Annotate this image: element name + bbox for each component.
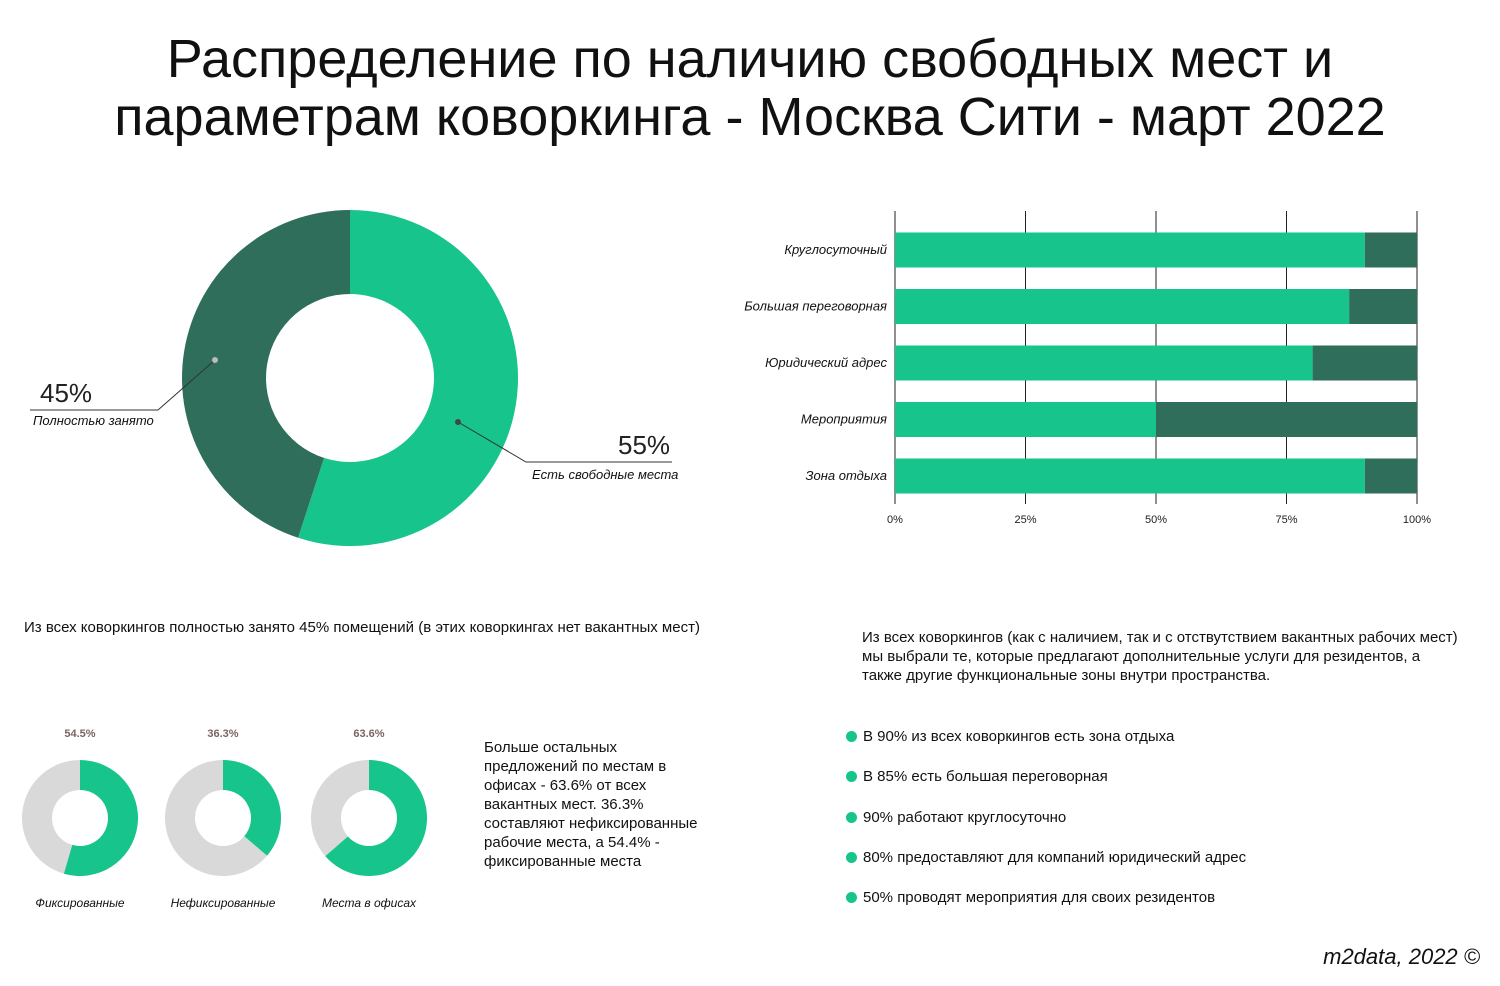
- bullet-dot-icon: [846, 892, 857, 904]
- bullet-text: 80% предоставляют для компаний юридическ…: [863, 848, 1247, 866]
- bar-segment: [895, 402, 1156, 437]
- occupied-value-label: 45%: [40, 378, 93, 408]
- mini-slice-share: [223, 760, 281, 856]
- occupied-leader-dot: [212, 357, 218, 363]
- mini-slice-share: [325, 760, 427, 876]
- bar-segment: [1349, 289, 1417, 324]
- bullet-item: 80% предоставляют для компаний юридическ…: [846, 848, 1246, 888]
- services-stacked-bar-chart: 0% 25% 50% 75% 100% Круглосуточный Большая пер…: [744, 211, 1431, 526]
- offices-note: Больше остальных предложений по местам в…: [484, 739, 698, 870]
- x-tick-label: 75%: [1275, 514, 1297, 526]
- bar-segment: [1312, 345, 1417, 381]
- occupied-slice-label: Полностью занято: [33, 413, 154, 428]
- mini-donut-fixed-chart: [21, 760, 138, 876]
- bullet-dot-icon: [846, 731, 857, 742]
- free-slice-label: Есть свободные места: [532, 467, 679, 482]
- x-tick-label: 50%: [1145, 514, 1167, 526]
- bar-segment: [1364, 232, 1417, 268]
- mini-donut-caption: Нефиксированные: [170, 896, 276, 910]
- category-label: Круглосуточный: [784, 242, 887, 257]
- page-title: Распределение по наличию свободных мест …: [0, 30, 1500, 146]
- mini-slice-share: [63, 760, 138, 876]
- bar-segment: [895, 345, 1313, 381]
- occupied-note: Из всех коворкингов полностью занято 45%…: [24, 619, 700, 636]
- availability-donut-chart: [30, 210, 672, 546]
- credit: m2data, 2022 ©: [1323, 944, 1480, 969]
- bullet-text: 90% работают круглосуточно: [863, 808, 1067, 826]
- mini-donut-nonfixed-chart: [165, 760, 281, 876]
- services-bullet-list: В 90% из всех коворкингов есть зона отды…: [846, 727, 1246, 928]
- mini-donut-offices-chart: [311, 760, 427, 876]
- mini-slice-rest: [311, 760, 369, 857]
- category-label: Зона отдыха: [806, 468, 887, 483]
- bullet-item: В 90% из всех коворкингов есть зона отды…: [846, 727, 1246, 767]
- free-value-label: 55%: [618, 430, 671, 460]
- bullet-item: 50% проводят мероприятия для своих резид…: [846, 888, 1246, 928]
- free-leader-dot: [455, 419, 461, 425]
- bar-segment: [1364, 458, 1417, 494]
- bullet-item: 90% работают круглосуточно: [846, 808, 1246, 848]
- mini-slice-rest: [21, 760, 80, 874]
- bullet-text: В 85% есть большая переговорная: [863, 768, 1108, 786]
- occupied-leader-line: [30, 359, 216, 411]
- x-tick-label: 25%: [1014, 514, 1036, 526]
- mini-slice-rest: [165, 760, 267, 876]
- mini-donut-value: 54.5%: [64, 728, 96, 740]
- bullet-dot-icon: [846, 811, 857, 823]
- services-note: Из всех коворкингов (как с наличием, так…: [862, 629, 1458, 684]
- mini-donut-caption: Места в офисах: [321, 896, 417, 910]
- donut-slice-occupied: [182, 210, 350, 538]
- bar-segment: [895, 289, 1350, 324]
- bullet-dot-icon: [846, 851, 857, 863]
- bar-segment: [895, 458, 1365, 494]
- title-line-1: Распределение по наличию свободных мест …: [166, 29, 1334, 89]
- bullet-item: В 85% есть большая переговорная: [846, 767, 1246, 807]
- x-tick-label: 0%: [887, 514, 903, 526]
- bar-segment: [895, 232, 1365, 268]
- bullet-text: В 90% из всех коворкингов есть зона отды…: [863, 728, 1175, 745]
- category-label: Мероприятия: [801, 412, 887, 427]
- category-label: Юридический адрес: [765, 355, 887, 370]
- mini-donut-caption: Фиксированные: [35, 896, 125, 910]
- free-leader-line: [457, 421, 672, 463]
- bar-segment: [1156, 402, 1417, 437]
- bullet-text: 50% проводят мероприятия для своих резид…: [863, 889, 1216, 907]
- category-label: Большая переговорная: [744, 299, 887, 314]
- x-tick-label: 100%: [1403, 514, 1431, 526]
- mini-donut-value: 63.6%: [353, 728, 385, 740]
- donut-slice-free: [298, 210, 518, 546]
- title-line-2: параметрам коворкинга - Москва Сити - ма…: [114, 87, 1386, 147]
- mini-donut-value: 36.3%: [207, 728, 239, 740]
- bullet-dot-icon: [846, 771, 857, 783]
